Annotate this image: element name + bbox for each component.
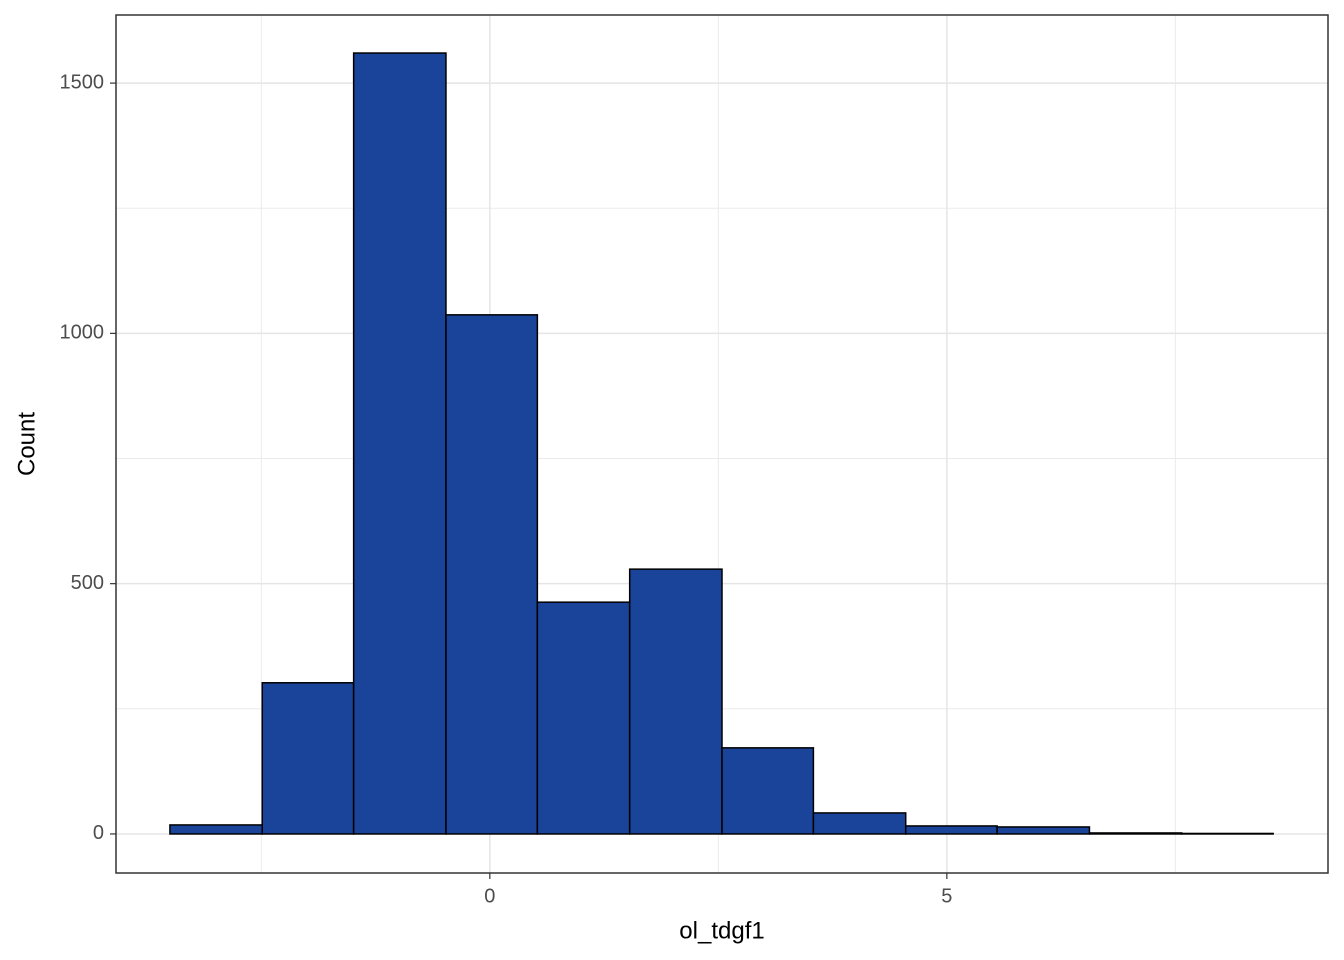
x-tick-label: 5 xyxy=(941,885,952,907)
plot-border xyxy=(115,14,1329,874)
bar xyxy=(996,826,1091,835)
y-tick-label: 0 xyxy=(93,822,104,844)
bar xyxy=(1181,832,1274,835)
bar xyxy=(812,812,907,835)
bar xyxy=(904,825,998,835)
bar xyxy=(352,52,447,835)
y-tick-label: 1500 xyxy=(60,71,105,93)
bar xyxy=(445,314,539,835)
y-axis-title: Count xyxy=(13,412,40,476)
x-tick-label: 0 xyxy=(484,885,495,907)
bar xyxy=(536,601,631,835)
y-tick-label: 500 xyxy=(71,572,104,594)
bar xyxy=(1088,832,1183,835)
bar xyxy=(261,682,355,835)
y-tick-label: 1000 xyxy=(60,322,105,344)
bar xyxy=(721,747,815,835)
x-axis-title: ol_tdgf1 xyxy=(679,917,764,944)
bar xyxy=(169,824,263,835)
bar xyxy=(628,568,723,835)
